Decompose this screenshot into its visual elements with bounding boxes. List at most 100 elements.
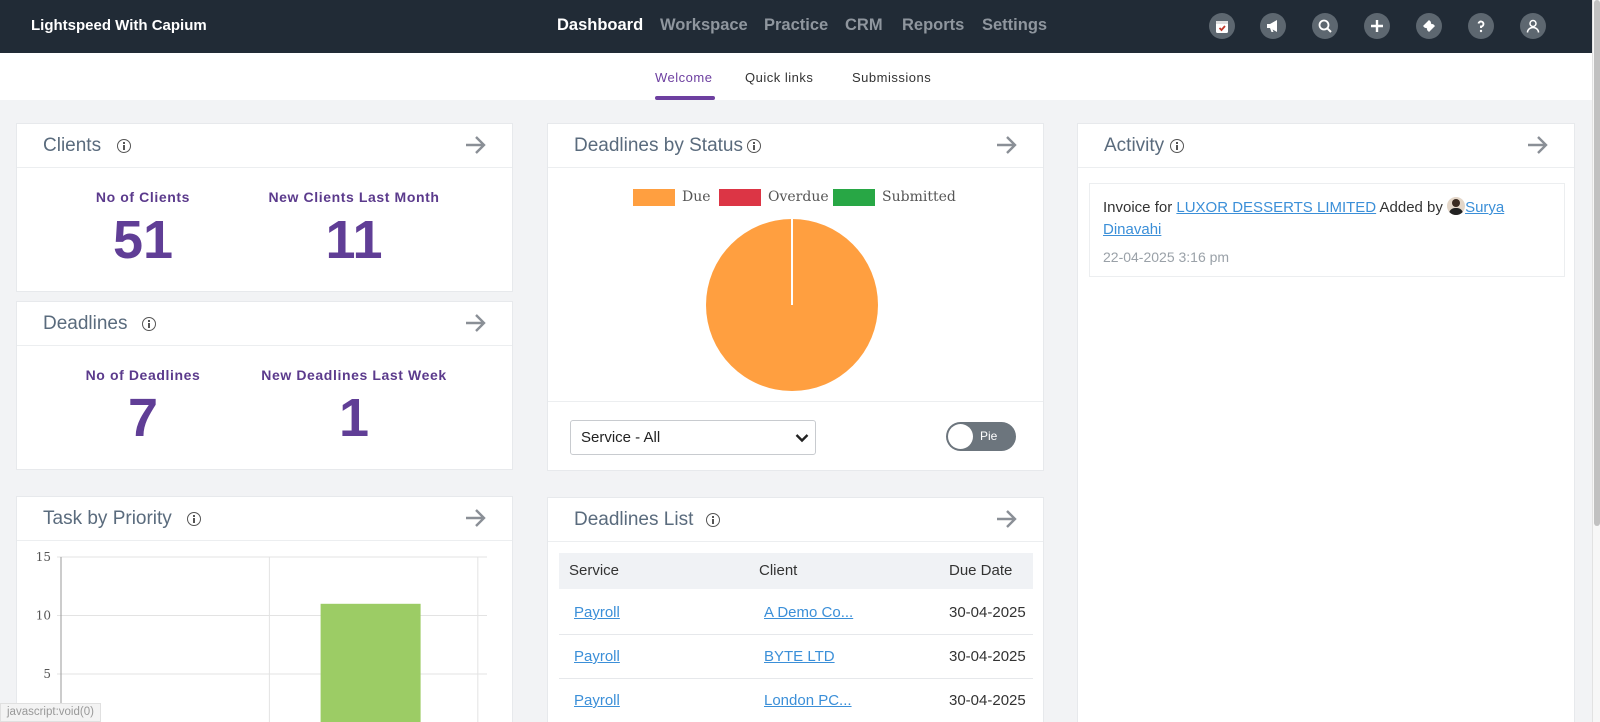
stat-label: New Clients Last Month — [268, 189, 440, 205]
row-divider — [559, 678, 1033, 679]
arrow-right-icon[interactable] — [464, 312, 488, 334]
nav-item-dashboard[interactable]: Dashboard — [557, 16, 644, 34]
info-icon[interactable] — [706, 513, 720, 527]
arrow-right-icon[interactable] — [464, 507, 488, 529]
legend-label: Submitted — [882, 189, 956, 205]
search-icon[interactable] — [1312, 13, 1338, 39]
active-tab-indicator — [655, 96, 715, 100]
activity-card: Activity Invoice for LUXOR DESSERTS LIMI… — [1077, 123, 1575, 722]
column-header-service[interactable]: Service — [569, 562, 620, 579]
stat-value: 51 — [112, 210, 174, 270]
user-icon[interactable] — [1520, 13, 1546, 39]
user-link[interactable]: Surya Dinavahi — [1103, 199, 1505, 238]
service-link[interactable]: Payroll — [574, 692, 620, 709]
card-header: Deadlines by Status — [548, 124, 1043, 168]
legend-swatch — [833, 189, 875, 206]
service-link[interactable]: Payroll — [574, 648, 620, 665]
service-link[interactable]: Payroll — [574, 604, 620, 621]
divider — [548, 401, 1043, 402]
tab-quick-links[interactable]: Quick links — [745, 70, 814, 85]
stat-value: 1 — [338, 388, 370, 448]
browser-status-bar: javascript:void(0) — [0, 703, 101, 722]
activity-added-by: Added by — [1379, 199, 1443, 216]
company-link[interactable]: LUXOR DESSERTS LIMITED — [1176, 199, 1377, 216]
legend-label: Overdue — [768, 189, 829, 205]
y-tick-label: 10 — [36, 609, 51, 623]
card-title: Deadlines by Status — [574, 135, 743, 156]
info-icon[interactable] — [747, 139, 761, 153]
app-brand[interactable]: Lightspeed With Capium — [31, 17, 207, 34]
plus-icon[interactable] — [1364, 13, 1390, 39]
stat-value: 11 — [325, 210, 383, 270]
nav-item-reports[interactable]: Reports — [902, 16, 965, 34]
activity-timestamp: 22-04-2025 3:16 pm — [1103, 249, 1230, 265]
arrow-right-icon[interactable] — [995, 134, 1019, 156]
column-header-client[interactable]: Client — [759, 562, 798, 579]
card-title: Task by Priority — [43, 508, 172, 529]
bar — [320, 603, 421, 722]
y-tick-label: 5 — [43, 667, 51, 681]
due-date: 30-04-2025 — [949, 692, 1026, 709]
info-icon[interactable] — [187, 512, 201, 526]
deadlines-card: Deadlines No of Deadlines 7 New Deadline… — [16, 301, 513, 470]
calendar-icon[interactable] — [1209, 13, 1235, 39]
top-navbar: Lightspeed With Capium Dashboard Workspa… — [0, 0, 1592, 53]
megaphone-icon[interactable] — [1260, 13, 1286, 39]
help-icon[interactable] — [1468, 13, 1494, 39]
task-priority-chart: 5 10 15 — [36, 550, 487, 722]
toggle-knob — [948, 424, 973, 449]
y-tick-label: 15 — [36, 550, 51, 564]
card-title: Activity — [1104, 135, 1165, 156]
activity-text: Invoice for LUXOR DESSERTS LIMITED Added… — [1103, 197, 1543, 241]
info-icon[interactable] — [117, 139, 131, 153]
card-title: Clients — [43, 135, 102, 156]
dashboard-subtabs: Welcome Quick links Submissions — [0, 53, 1592, 100]
activity-prefix: Invoice for — [1103, 199, 1173, 216]
info-icon[interactable] — [1170, 139, 1184, 153]
stat-label: No of Clients — [95, 189, 191, 205]
client-link[interactable]: BYTE LTD — [764, 648, 835, 665]
column-header-due-date[interactable]: Due Date — [949, 562, 1013, 579]
vertical-scrollbar[interactable] — [1592, 0, 1600, 722]
card-header: Deadlines — [17, 302, 512, 346]
nav-item-workspace[interactable]: Workspace — [660, 16, 748, 34]
tab-welcome[interactable]: Welcome — [655, 70, 713, 85]
info-icon[interactable] — [142, 317, 156, 331]
card-header: Deadlines List — [548, 498, 1043, 542]
service-filter-select[interactable]: Service - All — [570, 420, 816, 455]
due-date: 30-04-2025 — [949, 604, 1026, 621]
card-title: Deadlines List — [574, 509, 694, 530]
deadlines-status-pie — [706, 219, 878, 391]
legend-swatch — [633, 189, 675, 206]
client-link[interactable]: London PC... — [764, 692, 852, 709]
card-header: Activity — [1078, 124, 1574, 168]
legend-swatch — [719, 189, 761, 206]
stat-label: New Deadlines Last Week — [261, 367, 447, 383]
card-header: Task by Priority — [17, 497, 512, 541]
arrow-right-icon[interactable] — [995, 508, 1019, 530]
arrow-right-icon[interactable] — [1526, 134, 1550, 156]
nav-item-practice[interactable]: Practice — [764, 16, 829, 34]
deadlines-list-card: Deadlines List Service Client Due Date P… — [547, 497, 1044, 722]
toggle-label: Pie — [980, 429, 998, 443]
card-title: Deadlines — [43, 313, 128, 334]
chevron-down-icon — [795, 434, 809, 443]
card-header: Clients — [17, 124, 512, 168]
task-priority-card: Task by Priority 5 10 15 — [16, 496, 513, 722]
tab-submissions[interactable]: Submissions — [852, 70, 932, 85]
ticket-icon[interactable] — [1416, 13, 1442, 39]
deadlines-status-card: Deadlines by Status Due Overdue Submitte… — [547, 123, 1044, 471]
chart-type-toggle[interactable]: Pie — [946, 422, 1016, 451]
row-divider — [559, 634, 1033, 635]
legend-label: Due — [682, 189, 711, 205]
stat-label: No of Deadlines — [85, 367, 201, 383]
service-filter-value: Service - All — [581, 429, 661, 446]
nav-item-settings[interactable]: Settings — [982, 16, 1048, 34]
stat-value: 7 — [127, 388, 159, 448]
scrollbar-thumb[interactable] — [1594, 0, 1600, 526]
due-date: 30-04-2025 — [949, 648, 1026, 665]
nav-item-crm[interactable]: CRM — [845, 16, 883, 34]
arrow-right-icon[interactable] — [464, 134, 488, 156]
client-link[interactable]: A Demo Co... — [764, 604, 854, 621]
avatar — [1447, 197, 1466, 215]
